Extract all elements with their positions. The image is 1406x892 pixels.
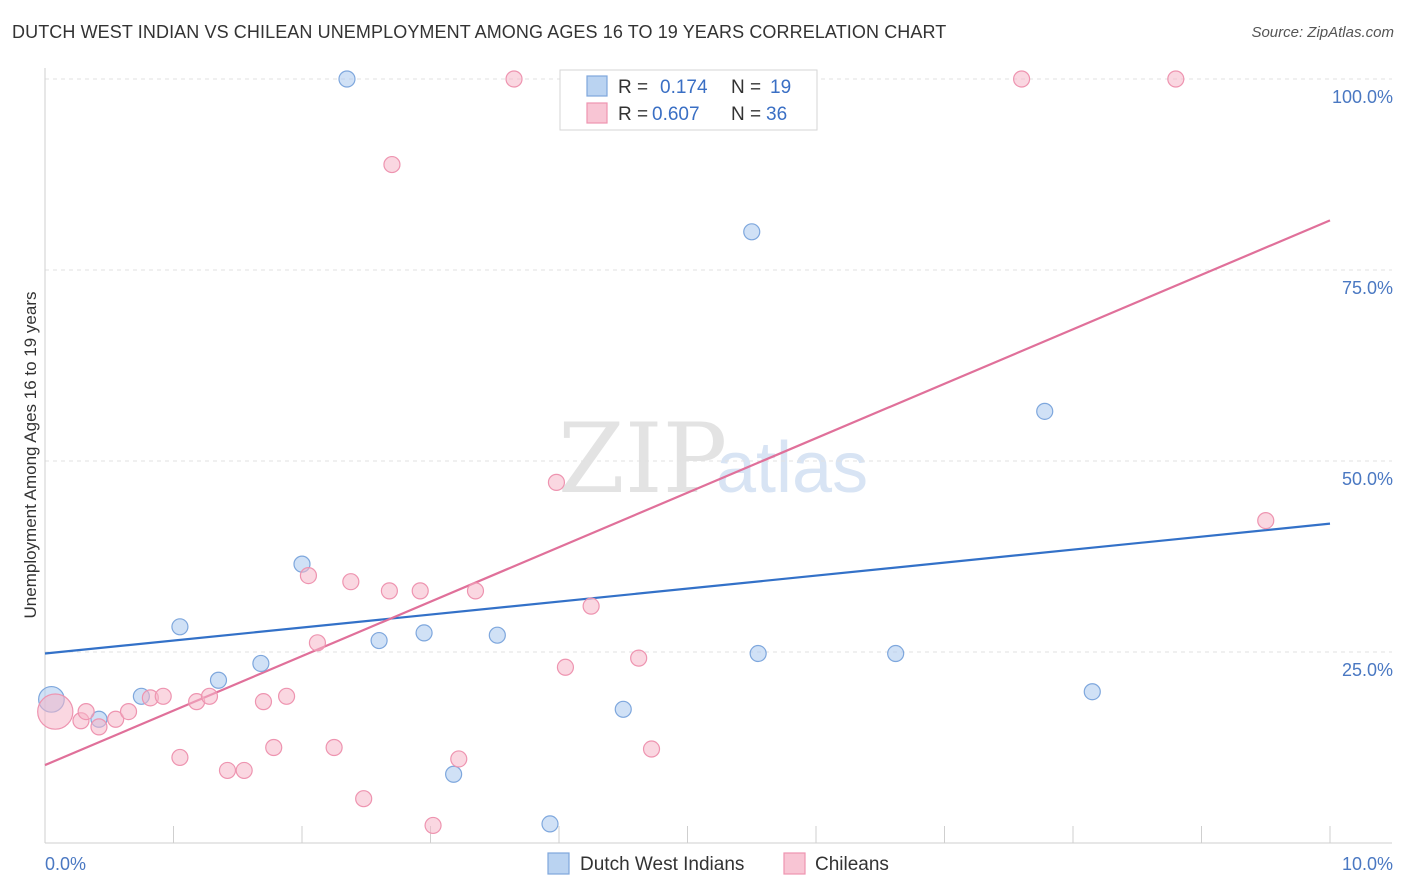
data-point: [1036, 402, 1054, 420]
x-tick-labels: 0.0% 10.0%: [45, 854, 1393, 874]
data-point: [171, 748, 189, 767]
data-point: [450, 750, 468, 768]
data-point: [424, 816, 442, 835]
x-tick-label: 10.0%: [1342, 854, 1393, 874]
data-point: [209, 671, 228, 689]
data-point: [380, 582, 398, 600]
data-point: [547, 473, 566, 491]
chart-title: DUTCH WEST INDIAN VS CHILEAN UNEMPLOYMEN…: [12, 22, 947, 42]
legend-n-label: N =: [731, 77, 761, 98]
legend-r-value: 0.607: [652, 104, 700, 125]
data-point: [582, 597, 600, 615]
data-point: [107, 710, 125, 728]
y-tick-label: 100.0%: [1332, 87, 1393, 107]
data-point: [749, 644, 767, 663]
data-point: [488, 626, 506, 644]
data-point: [505, 70, 523, 88]
data-point: [411, 582, 429, 600]
series-legend-swatch-dutch-west-indians: [547, 852, 570, 875]
data-point: [614, 700, 632, 718]
watermark-zip: ZIP: [558, 403, 727, 515]
x-tick-label: 0.0%: [45, 854, 86, 874]
series-legend-label-chileans: Chileans: [815, 854, 889, 875]
data-point: [887, 644, 905, 663]
data-points: [37, 70, 1275, 835]
y-tick-label: 75.0%: [1342, 278, 1393, 298]
watermark-atlas: atlas: [716, 428, 868, 508]
data-point: [630, 649, 648, 667]
data-point: [415, 624, 433, 642]
data-point: [1257, 511, 1275, 530]
source-credit: Source: ZipAtlas.com: [1251, 24, 1394, 41]
data-point: [308, 634, 327, 652]
y-axis-label: Unemployment Among Ages 16 to 19 years: [21, 292, 40, 619]
data-point: [299, 566, 318, 585]
data-point: [37, 693, 74, 730]
legend-swatch-dutch-west-indians: [586, 75, 608, 97]
data-point: [265, 738, 283, 757]
data-point: [342, 573, 360, 591]
data-point: [355, 790, 373, 808]
data-point: [383, 155, 401, 174]
data-point: [325, 738, 343, 757]
data-point: [119, 702, 138, 721]
data-point: [1167, 70, 1185, 88]
data-point: [642, 740, 661, 758]
data-point: [200, 687, 219, 705]
data-point: [466, 582, 485, 600]
data-point: [254, 693, 273, 711]
y-tick-label: 50.0%: [1342, 469, 1393, 489]
trend-line: [44, 219, 1331, 767]
data-point: [77, 702, 95, 721]
data-point: [235, 761, 253, 780]
legend-n-label: N =: [731, 104, 761, 125]
data-point: [252, 654, 270, 673]
data-point: [370, 631, 388, 650]
data-point: [171, 618, 189, 636]
data-point: [541, 815, 559, 833]
data-point: [445, 765, 463, 783]
data-point: [277, 687, 296, 705]
stats-legend: R = 0.174 N = 19 R = 0.607 N = 36: [559, 69, 818, 131]
series-legend-label-dutch-west-indians: Dutch West Indians: [580, 854, 744, 875]
data-point: [90, 718, 108, 736]
legend-n-value: 36: [766, 104, 787, 125]
legend-n-value: 19: [770, 77, 791, 98]
data-point: [218, 761, 237, 780]
series-legend-swatch-chileans: [783, 852, 806, 875]
trend-lines: [44, 219, 1331, 767]
legend-swatch-chileans: [586, 102, 608, 124]
data-point: [154, 687, 172, 705]
legend-r-label: R =: [618, 104, 648, 125]
legend-r-value: 0.174: [660, 77, 708, 98]
series-legend: Dutch West Indians Chileans: [547, 852, 889, 875]
data-point: [1083, 683, 1101, 701]
y-tick-label: 25.0%: [1342, 660, 1393, 680]
trend-line: [44, 522, 1331, 655]
y-tick-labels: 100.0% 75.0% 50.0% 25.0%: [1332, 87, 1393, 680]
grid-lines: [45, 78, 1392, 653]
data-point: [743, 223, 761, 241]
data-point: [556, 658, 575, 676]
data-point: [338, 70, 356, 88]
legend-r-label: R =: [618, 77, 648, 98]
data-point: [1012, 70, 1031, 88]
